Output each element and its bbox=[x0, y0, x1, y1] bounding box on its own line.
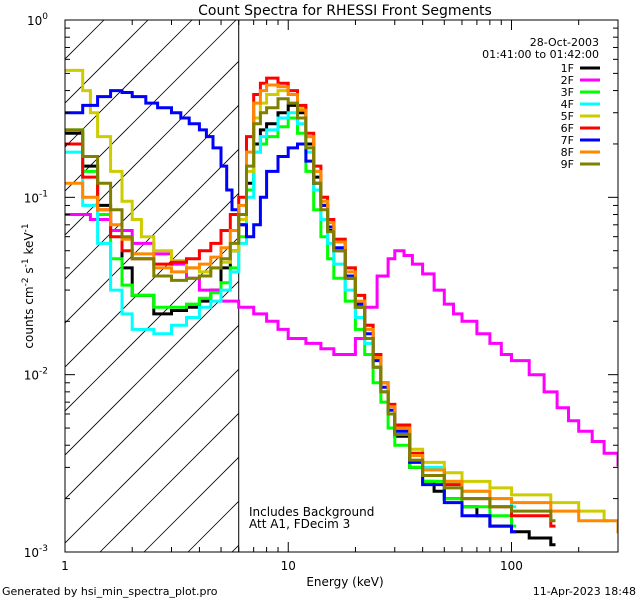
hatch-line bbox=[364, 20, 640, 552]
hatch-line bbox=[65, 368, 239, 544]
hatch-line bbox=[628, 20, 640, 552]
legend-entry-5f: 5F bbox=[561, 110, 600, 123]
hatch-line bbox=[65, 280, 239, 456]
hatch-line bbox=[540, 20, 640, 552]
legend-entry-1f: 1F bbox=[561, 62, 600, 75]
hatch-line bbox=[65, 20, 237, 192]
y-tick-label: 10-2 bbox=[24, 367, 48, 383]
legend-label: 7F bbox=[561, 134, 574, 147]
series-line-8f bbox=[65, 83, 618, 534]
hatch-line bbox=[65, 60, 239, 236]
legend-label: 9F bbox=[561, 158, 574, 171]
date-text: 28-Oct-2003 bbox=[530, 36, 599, 49]
hatch-line bbox=[65, 20, 193, 148]
time-range-text: 01:41:00 to 01:42:00 bbox=[482, 48, 599, 61]
shaded-region-hatch bbox=[0, 20, 640, 552]
hatch-line bbox=[143, 456, 239, 552]
svg-text:counts cm-2 s-1 keV-1: counts cm-2 s-1 keV-1 bbox=[21, 223, 36, 348]
plot-frame bbox=[64, 19, 619, 553]
x-tick-label: 100 bbox=[500, 559, 523, 573]
legend-entry-4f: 4F bbox=[561, 98, 600, 111]
annotations: Includes Background Att A1, FDecim 3 bbox=[249, 505, 374, 531]
y-axis-label: counts cm-2 s-1 keV-1 bbox=[21, 223, 36, 348]
timestamp-text: 11-Apr-2023 18:48 bbox=[533, 585, 636, 598]
legend-label: 8F bbox=[561, 146, 574, 159]
hatch-line bbox=[65, 192, 239, 368]
y-tick-label: 100 bbox=[27, 12, 48, 28]
legend-entry-6f: 6F bbox=[561, 122, 600, 135]
legend-entry-9f: 9F bbox=[561, 158, 600, 171]
legend-entry-3f: 3F bbox=[561, 86, 600, 99]
legend-entry-2f: 2F bbox=[561, 74, 600, 87]
series-line-9f bbox=[65, 97, 556, 523]
hatch-line bbox=[99, 412, 239, 552]
hatch-line bbox=[231, 544, 239, 552]
hatch-line bbox=[65, 148, 239, 324]
hatch-line bbox=[584, 20, 640, 552]
legend-label: 1F bbox=[561, 62, 574, 75]
annotation-background: Includes Background bbox=[249, 505, 374, 519]
legend-entry-8f: 8F bbox=[561, 146, 600, 159]
legend-label: 4F bbox=[561, 98, 574, 111]
x-tick-label: 1 bbox=[61, 559, 69, 573]
axis-ticks bbox=[64, 19, 619, 553]
series-line-1f bbox=[65, 103, 556, 547]
y-tick-label: 10-3 bbox=[24, 544, 48, 560]
series-line-7f bbox=[65, 89, 517, 534]
series-line-4f bbox=[65, 111, 517, 509]
date-block: 28-Oct-2003 01:41:00 to 01:42:00 bbox=[482, 36, 599, 61]
hatch-line bbox=[65, 236, 239, 412]
hatch-line bbox=[452, 20, 640, 552]
series-layer bbox=[65, 68, 618, 547]
x-axis-label: Energy (keV) bbox=[306, 575, 383, 589]
hatch-line bbox=[65, 104, 239, 280]
hatch-line bbox=[320, 20, 640, 552]
legend-entry-7f: 7F bbox=[561, 134, 600, 147]
legend-label: 6F bbox=[561, 122, 574, 135]
legend-label: 3F bbox=[561, 86, 574, 99]
hatch-line bbox=[65, 20, 105, 60]
series-line-2f bbox=[65, 213, 618, 467]
x-tick-label: 10 bbox=[281, 559, 296, 573]
hatch-line bbox=[65, 324, 239, 500]
hatch-line bbox=[0, 20, 16, 552]
annotation-attenuator: Att A1, FDecim 3 bbox=[249, 517, 350, 531]
y-tick-label: 10-1 bbox=[24, 189, 48, 205]
chart-title: Count Spectra for RHESSI Front Segments bbox=[198, 3, 492, 19]
legend-label: 5F bbox=[561, 110, 574, 123]
legend-label: 2F bbox=[561, 74, 574, 87]
generated-by-text: Generated by hsi_min_spectra_plot.pro bbox=[2, 585, 218, 598]
